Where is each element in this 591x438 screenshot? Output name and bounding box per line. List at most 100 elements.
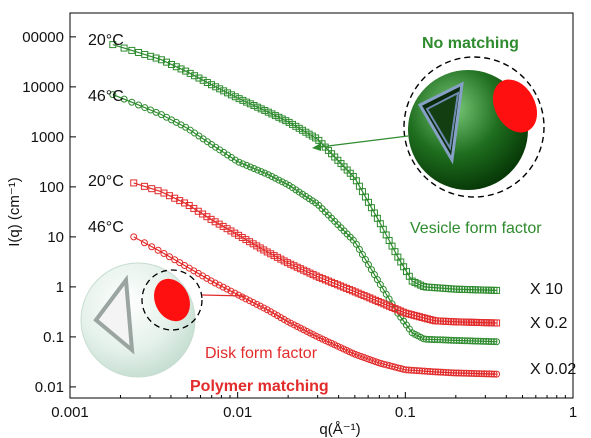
data-point (223, 285, 231, 293)
data-point (154, 246, 162, 254)
data-point (275, 176, 283, 184)
y-tick-label: 100 (39, 179, 64, 196)
data-point (479, 337, 487, 345)
data-point (207, 277, 215, 285)
data-point (186, 69, 194, 77)
data-point (431, 368, 439, 376)
label-scale-x02: X 0.2 (530, 315, 567, 332)
data-point (485, 370, 493, 378)
data-point (282, 180, 290, 188)
data-point (128, 98, 136, 106)
data-point (109, 41, 117, 49)
data-point (250, 102, 258, 110)
data-point (227, 227, 235, 235)
data-point (469, 337, 477, 345)
y-tick-label: 1000 (31, 129, 64, 146)
data-point (254, 103, 262, 111)
data-point (493, 370, 501, 378)
data-point (157, 56, 165, 64)
series-2 (130, 179, 501, 327)
data-point (473, 370, 481, 378)
y-tick-label: 0.01 (35, 379, 64, 396)
data-point (283, 317, 291, 325)
vesicle-dashed-circle (403, 56, 545, 198)
data-point (211, 279, 219, 287)
series-layer (109, 41, 501, 378)
data-point (402, 366, 410, 374)
data-point (246, 163, 254, 171)
data-point (455, 337, 463, 345)
data-point (450, 369, 458, 377)
data-point (199, 76, 207, 84)
data-point (243, 161, 251, 169)
data-point (493, 319, 501, 327)
data-point (290, 321, 298, 329)
data-point (488, 370, 496, 378)
data-point (120, 44, 128, 52)
data-point (268, 173, 276, 181)
x-tick-label: 0.1 (395, 404, 416, 421)
data-point (140, 182, 148, 190)
data-point (264, 108, 272, 116)
data-point (215, 281, 223, 289)
data-point (468, 369, 476, 377)
label-vesicle-form-factor: Vesicle form factor (410, 220, 542, 237)
data-point (128, 46, 136, 54)
data-point (246, 297, 254, 305)
data-point (415, 367, 423, 375)
data-point (444, 369, 452, 377)
data-point (231, 93, 239, 101)
data-point (235, 95, 243, 103)
data-point (227, 287, 235, 295)
disk-red-patch (154, 278, 190, 322)
vesicle-illustration (403, 56, 545, 198)
data-point (171, 194, 179, 202)
data-point (261, 169, 269, 177)
data-point (444, 336, 452, 344)
data-point (231, 156, 239, 164)
label-red-46c: 46°C (88, 219, 124, 236)
data-point (462, 369, 470, 377)
x-tick-label: 0.01 (223, 404, 252, 421)
data-point (227, 91, 235, 99)
data-point (253, 242, 261, 250)
data-point (152, 54, 160, 62)
y-tick-label: 10 (47, 229, 64, 246)
data-point (463, 337, 471, 345)
data-point (263, 306, 271, 314)
data-point (493, 286, 501, 294)
data-point (246, 238, 254, 246)
data-point (148, 243, 156, 251)
data-point (203, 79, 211, 87)
data-point (165, 253, 173, 261)
data-point (172, 63, 180, 71)
data-point (410, 366, 418, 374)
data-point (480, 370, 488, 378)
disk-cutout (93, 274, 135, 355)
data-point (278, 178, 286, 186)
data-point (256, 302, 264, 310)
data-point (264, 171, 272, 179)
data-point (253, 300, 261, 308)
label-green-46c: 46°C (88, 88, 124, 105)
data-point (261, 107, 269, 115)
data-point (249, 299, 257, 307)
data-point (421, 367, 429, 375)
label-green-20c: 20°C (88, 32, 124, 49)
data-point (223, 225, 231, 233)
label-scale-x10: X 10 (530, 281, 563, 298)
data-point (220, 87, 228, 95)
data-point (405, 366, 413, 374)
data-point (429, 368, 437, 376)
data-point (160, 250, 168, 258)
data-point (447, 336, 455, 344)
series-1 (109, 91, 501, 346)
data-point (442, 336, 450, 344)
data-point (483, 370, 491, 378)
data-point (250, 165, 258, 173)
data-point (109, 91, 117, 99)
label-red-20c: 20°C (88, 173, 124, 190)
data-point (485, 337, 493, 345)
series-3 (130, 233, 501, 378)
data-point (130, 179, 138, 187)
